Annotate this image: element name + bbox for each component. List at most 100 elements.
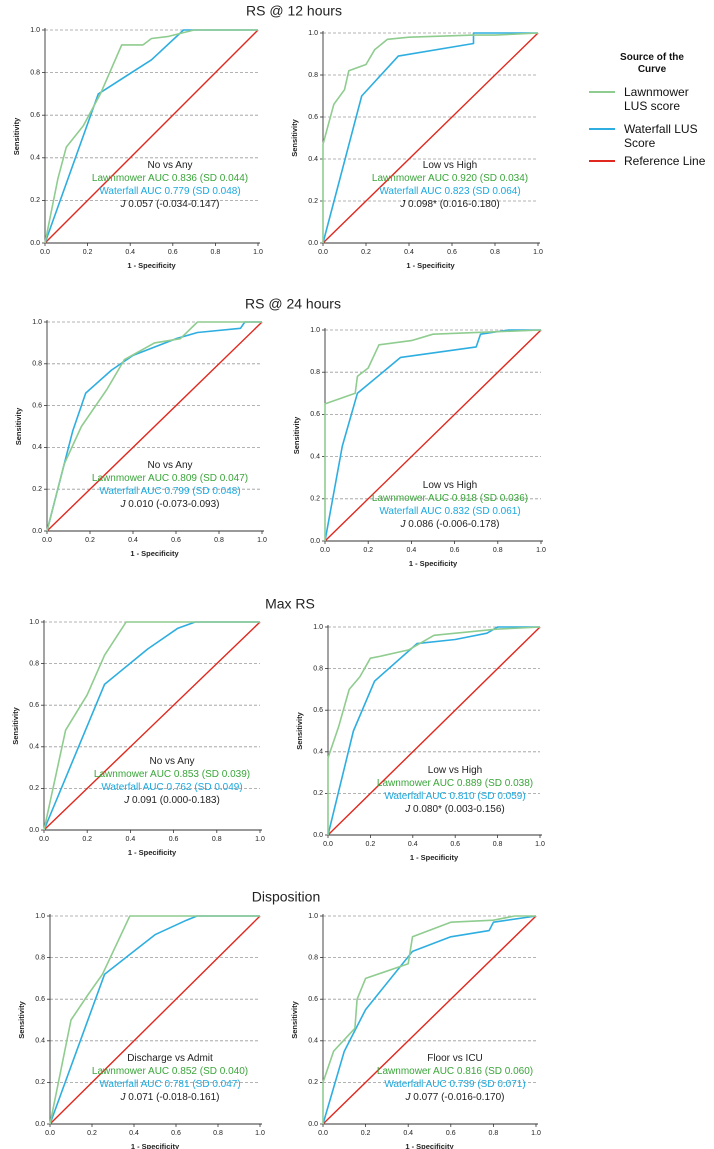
roc-panel-rs12-low-vs-high: 0.0 0.2 0.4 0.6 0.8 1.0 0.0 0.2 0.4 0.6 0.8 1.0 1 - … xyxy=(290,30,543,270)
series-reference-line xyxy=(327,626,541,836)
series-reference-line xyxy=(322,32,539,244)
x-tick-label-2: 0.4 xyxy=(129,1130,139,1137)
x-tick-label-3: 0.6 xyxy=(450,547,460,554)
annotation-lawnmower-auc: Lawnmower AUC 0.816 (SD 0.060) xyxy=(377,1066,533,1077)
y-tick-label-1: 0.2 xyxy=(29,785,39,792)
annotation-lawnmower-auc: Lawnmower AUC 0.853 (SD 0.039) xyxy=(94,769,250,780)
y-tick-label-2: 0.4 xyxy=(308,156,318,163)
legend-title-line-0: Source of the xyxy=(620,52,684,63)
y-tick-label-0: 0.0 xyxy=(32,528,42,535)
y-tick-label-2: 0.4 xyxy=(30,155,40,162)
y-tick-label-0: 0.0 xyxy=(310,538,320,545)
x-axis-title: 1 - Specificity xyxy=(410,853,459,862)
x-tick-label-5: 1.0 xyxy=(536,547,546,554)
roc-panel-rs12-no-vs-any: 0.0 0.2 0.4 0.6 0.8 1.0 0.0 0.2 0.4 0.6 0.8 1.0 1 - … xyxy=(12,27,263,270)
y-axis-title: Sensitivity xyxy=(290,1000,299,1038)
series-reference-line xyxy=(43,621,261,831)
x-tick-label-1: 0.2 xyxy=(361,249,371,256)
annotation-j-value: 0.091 (0.000-0.183) xyxy=(132,795,220,806)
y-tick-label-1: 0.2 xyxy=(32,486,42,493)
y-tick-label-1: 0.2 xyxy=(310,496,320,503)
annotation-comparison: Discharge vs Admit xyxy=(127,1053,213,1064)
annotation-j-symbol: J xyxy=(123,795,132,806)
x-tick-label-2: 0.4 xyxy=(407,547,417,554)
x-tick-label-5: 1.0 xyxy=(255,1130,265,1137)
y-tick-label-4: 0.8 xyxy=(29,660,39,667)
legend-label-waterfall-1: Score xyxy=(624,136,656,150)
annotation-j-symbol: J xyxy=(404,804,413,815)
x-tick-label-3: 0.6 xyxy=(446,1130,456,1137)
x-axis-title: 1 - Specificity xyxy=(131,1142,180,1149)
roc-panel-disp-floor-vs-icu: 0.0 0.2 0.4 0.6 0.8 1.0 0.0 0.2 0.4 0.6 0.8 1.0 1 - … xyxy=(290,913,541,1149)
y-tick-label-4: 0.8 xyxy=(310,369,320,376)
y-tick-label-4: 0.8 xyxy=(308,954,318,961)
row-title-1: RS @ 24 hours xyxy=(245,296,341,312)
annotation-j-value: 0.010 (-0.073-0.093) xyxy=(128,499,219,510)
annotation-waterfall-auc: Waterfall AUC 0.832 (SD 0.061) xyxy=(379,506,520,517)
x-tick-label-0: 0.0 xyxy=(318,1130,328,1137)
series-lawnmower-line xyxy=(49,915,260,1125)
annotation-j-value: 0.086 (-0.006-0.178) xyxy=(408,519,499,530)
y-axis-title: Sensitivity xyxy=(12,117,21,155)
y-tick-label-5: 1.0 xyxy=(313,624,323,631)
x-tick-label-1: 0.2 xyxy=(83,249,93,256)
annotation-lawnmower-auc: Lawnmower AUC 0.920 (SD 0.034) xyxy=(372,173,528,184)
x-tick-label-4: 0.8 xyxy=(212,836,222,843)
series-lawnmower-line xyxy=(44,29,258,244)
legend-label-reference-0: Reference Line xyxy=(624,154,706,168)
x-tick-label-3: 0.6 xyxy=(447,249,457,256)
legend-title-line-1: Curve xyxy=(638,64,667,75)
y-tick-label-5: 1.0 xyxy=(308,913,318,920)
x-tick-label-2: 0.4 xyxy=(125,249,135,256)
x-tick-label-2: 0.4 xyxy=(128,537,138,544)
y-tick-label-1: 0.2 xyxy=(35,1079,45,1086)
y-tick-label-2: 0.4 xyxy=(310,453,320,460)
x-tick-label-0: 0.0 xyxy=(45,1130,55,1137)
x-tick-label-3: 0.6 xyxy=(169,836,179,843)
x-tick-label-3: 0.6 xyxy=(450,841,460,848)
y-axis-title: Sensitivity xyxy=(17,1000,26,1038)
annotation-waterfall-auc: Waterfall AUC 0.762 (SD 0.049) xyxy=(101,782,242,793)
series-waterfall-line xyxy=(46,321,262,532)
annotation-waterfall-auc: Waterfall AUC 0.810 (SD 0.059) xyxy=(384,791,525,802)
annotation-j-symbol: J xyxy=(400,519,409,530)
x-tick-label-1: 0.2 xyxy=(361,1130,371,1137)
x-tick-label-1: 0.2 xyxy=(363,547,373,554)
y-tick-label-4: 0.8 xyxy=(313,665,323,672)
y-tick-label-0: 0.0 xyxy=(29,827,39,834)
x-axis-title: 1 - Specificity xyxy=(409,559,458,568)
x-tick-label-1: 0.2 xyxy=(85,537,95,544)
row-title-2: Max RS xyxy=(265,596,315,612)
x-tick-label-5: 1.0 xyxy=(257,537,267,544)
annotation-j-symbol: J xyxy=(399,199,408,210)
y-tick-label-3: 0.6 xyxy=(32,402,42,409)
y-tick-label-1: 0.2 xyxy=(30,197,40,204)
y-tick-label-4: 0.8 xyxy=(30,69,40,76)
series-reference-line xyxy=(322,915,537,1125)
series-lawnmower-line xyxy=(322,915,536,1124)
series-reference-line xyxy=(46,321,263,532)
y-tick-label-3: 0.6 xyxy=(30,112,40,119)
x-tick-label-0: 0.0 xyxy=(320,547,330,554)
y-tick-label-2: 0.4 xyxy=(29,744,39,751)
y-axis-title: Sensitivity xyxy=(290,118,299,156)
x-axis-title: 1 - Specificity xyxy=(405,1142,454,1149)
annotation-comparison: Low vs High xyxy=(423,160,477,171)
annotation-lawnmower-auc: Lawnmower AUC 0.889 (SD 0.038) xyxy=(377,778,533,789)
y-tick-label-3: 0.6 xyxy=(308,996,318,1003)
annotation-j-statistic: J 0.080* (0.003-0.156) xyxy=(404,804,505,815)
annotation-j-value: 0.057 (-0.034-0.147) xyxy=(128,199,219,210)
annotation-j-value: 0.077 (-0.016-0.170) xyxy=(413,1092,504,1103)
y-tick-label-5: 1.0 xyxy=(310,327,320,334)
annotation-j-symbol: J xyxy=(120,199,129,210)
roc-panel-disp-discharge-vs-admit: 0.0 0.2 0.4 0.6 0.8 1.0 0.0 0.2 0.4 0.6 0.8 1.0 1 - … xyxy=(17,913,265,1149)
y-tick-label-5: 1.0 xyxy=(30,27,40,34)
x-axis-title: 1 - Specificity xyxy=(406,261,455,270)
annotation-lawnmower-auc: Lawnmower AUC 0.852 (SD 0.040) xyxy=(92,1066,248,1077)
y-tick-label-2: 0.4 xyxy=(313,749,323,756)
roc-panel-maxrs-no-vs-any: 0.0 0.2 0.4 0.6 0.8 1.0 0.0 0.2 0.4 0.6 0.8 1.0 1 - … xyxy=(11,619,265,857)
x-axis-title: 1 - Specificity xyxy=(128,848,177,857)
x-axis-title: 1 - Specificity xyxy=(127,261,176,270)
